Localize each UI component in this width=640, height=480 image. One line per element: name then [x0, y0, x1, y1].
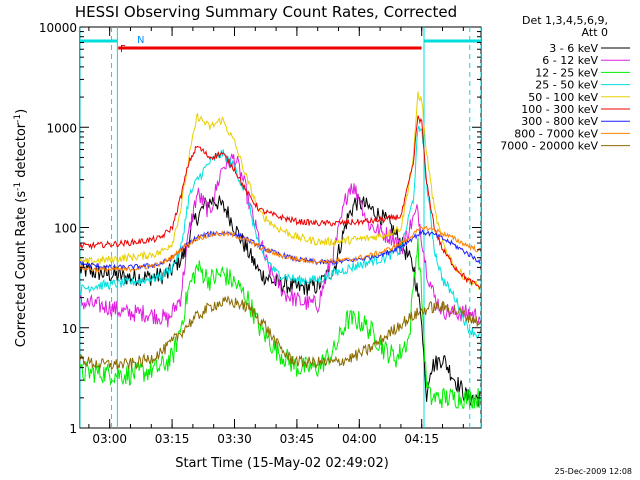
legend-label: 12 - 25 keV — [535, 66, 598, 79]
flag-label-night: N — [137, 35, 144, 46]
legend-label: 100 - 300 keV — [521, 103, 598, 116]
y-tick-label: 1000 — [46, 121, 77, 135]
series-line — [80, 237, 481, 409]
flag-label-flare: F — [120, 44, 126, 55]
x-tick-label: 04:00 — [342, 432, 377, 446]
legend-header-line2: Att 0 — [582, 26, 608, 39]
ticks-layer: 03:00 03:15 03:30 03:45 04:00 04:15 1 10 100 1000… — [39, 21, 481, 446]
y-tick-label: 10000 — [39, 21, 77, 35]
y-tick-label: 10 — [62, 322, 77, 336]
legend-header-line1: Det 1,3,4,5,6,9, — [522, 14, 608, 27]
legend-label: 3 - 6 keV — [549, 42, 598, 55]
chart-title: HESSI Observing Summary Count Rates, Cor… — [75, 3, 457, 21]
y-tick-label: 1 — [69, 422, 77, 436]
x-tick-label: 04:15 — [404, 432, 439, 446]
x-tick-label: 03:15 — [155, 432, 190, 446]
series-line — [80, 115, 481, 290]
legend-label: 25 - 50 keV — [535, 79, 598, 92]
y-axis-label-sup2: -1 — [13, 114, 23, 123]
footer-date: 25-Dec-2009 12:08 — [555, 467, 632, 476]
series-line — [80, 91, 481, 291]
x-tick-label: 03:45 — [280, 432, 315, 446]
series-layer — [80, 91, 481, 409]
y-axis-label: Corrected Count Rate (s-1 detector-1) — [13, 109, 29, 347]
x-tick-label: 03:00 — [92, 432, 127, 446]
x-tick-label: 03:30 — [217, 432, 252, 446]
legend-label: 800 - 7000 keV — [514, 127, 598, 140]
y-axis-label-mid: detector — [14, 122, 29, 182]
legend-label: 50 - 100 keV — [528, 91, 598, 104]
y-tick-label: 100 — [54, 222, 77, 236]
x-axis-label: Start Time (15-May-02 02:49:02) — [175, 456, 389, 471]
series-line — [80, 153, 481, 328]
legend-label: 6 - 12 keV — [542, 54, 598, 67]
y-axis-label-sup1: -1 — [13, 182, 23, 191]
legend-label: 7000 - 20000 keV — [500, 140, 598, 153]
series-line — [80, 228, 481, 271]
legend-label: 300 - 800 keV — [521, 115, 598, 128]
y-axis-label-end: ) — [14, 109, 29, 114]
series-line — [80, 295, 481, 370]
series-line — [80, 225, 481, 275]
series-line — [80, 125, 481, 340]
y-axis-label-main: Corrected Count Rate (s — [14, 191, 29, 348]
